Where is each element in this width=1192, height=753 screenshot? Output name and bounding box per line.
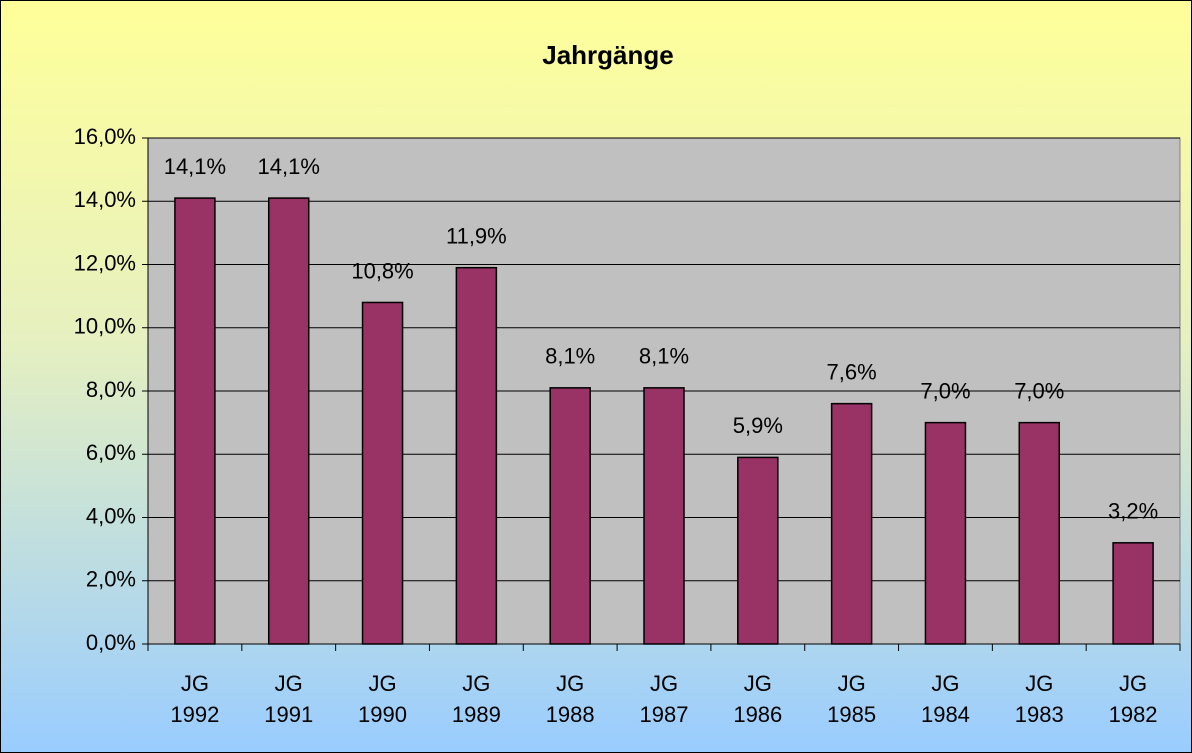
bar (455, 266, 498, 645)
data-label: 14,1% (164, 154, 226, 179)
data-label: 7,6% (827, 359, 877, 384)
chart-title: Jahrgänge (542, 40, 674, 70)
y-tick-label: 4,0% (86, 503, 136, 528)
data-label: 7,0% (920, 378, 970, 403)
y-tick-label: 14,0% (74, 187, 136, 212)
y-tick-label: 10,0% (74, 314, 136, 339)
y-tick-label: 2,0% (86, 567, 136, 592)
x-tick-label: JG 1984 (920, 671, 970, 727)
y-tick-label: 0,0% (86, 630, 136, 655)
x-tick-label: JG 1989 (451, 671, 501, 727)
bar (549, 387, 591, 645)
x-tick-label: JG 1982 (1108, 671, 1158, 727)
x-tick-label: JG 1987 (639, 671, 689, 727)
y-tick-label: 12,0% (74, 250, 136, 275)
x-tick-label: JG 1986 (733, 671, 783, 727)
data-label: 3,2% (1108, 499, 1158, 524)
x-tick-label: JG 1985 (827, 671, 877, 727)
x-tick-label: JG 1992 (170, 671, 220, 727)
bar (361, 301, 404, 645)
data-label: 5,9% (733, 413, 783, 438)
bar (174, 197, 216, 645)
data-label: 8,1% (545, 344, 595, 369)
bar (830, 402, 873, 645)
data-label: 11,9% (446, 223, 507, 248)
bar (1018, 421, 1061, 645)
y-tick-label: 16,0% (74, 124, 136, 149)
data-label: 7,0% (1014, 378, 1064, 403)
bar (924, 421, 967, 645)
x-tick-label: JG 1991 (264, 671, 314, 727)
y-tick-label: 6,0% (86, 440, 136, 465)
data-label: 14,1% (258, 154, 320, 179)
bar (267, 197, 310, 645)
bar (643, 387, 685, 645)
data-label: 8,1% (639, 344, 689, 369)
x-tick-label: JG 1990 (358, 671, 407, 727)
y-tick-label: 8,0% (86, 377, 136, 402)
x-tick-label: JG 1983 (1014, 671, 1064, 727)
bar (737, 456, 779, 645)
bar (1112, 542, 1154, 645)
data-label: 10,8% (351, 258, 413, 283)
x-tick-label: JG 1988 (545, 671, 595, 727)
